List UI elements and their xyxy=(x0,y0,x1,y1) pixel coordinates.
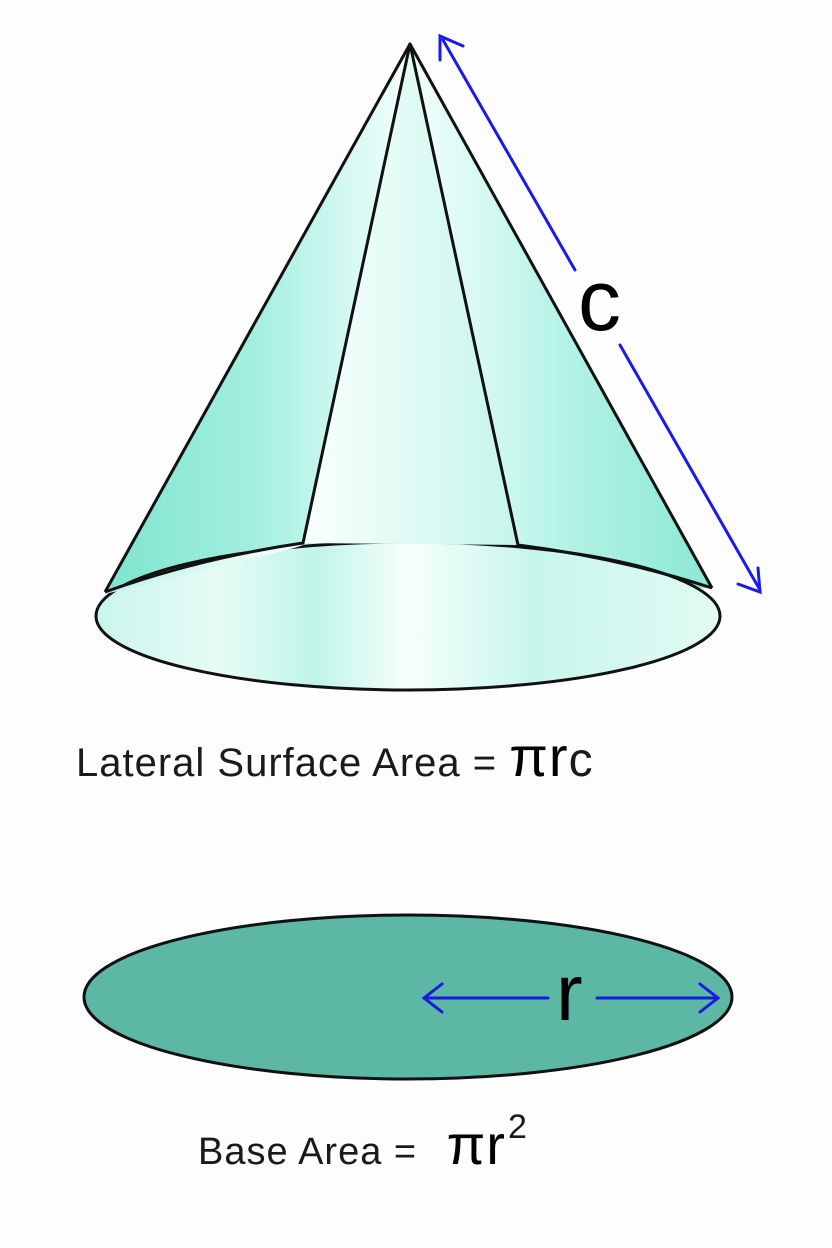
radius-arrow xyxy=(421,982,721,1014)
slant-height-arrow xyxy=(438,33,762,595)
base-area-formula: Base Area = πr2 xyxy=(198,1108,528,1177)
pi-symbol: π xyxy=(509,725,549,788)
cone-cut-outline xyxy=(104,42,713,594)
r-symbol: r xyxy=(548,725,569,788)
cone xyxy=(94,42,722,692)
lateral-formula-text: Lateral Surface Area = xyxy=(76,741,498,785)
cone-cut-strip xyxy=(105,44,518,594)
r-symbol: r xyxy=(486,1113,506,1176)
base-formula-text: Base Area = xyxy=(198,1131,418,1173)
exponent: 2 xyxy=(507,1108,528,1146)
c-symbol: c xyxy=(568,734,594,787)
lateral-surface-area-formula: Lateral Surface Area = πrc xyxy=(76,724,594,789)
base-disk xyxy=(82,913,734,1081)
radius-label: r xyxy=(556,948,583,1037)
pi-symbol: π xyxy=(446,1113,487,1176)
slant-height-label: c xyxy=(578,253,621,349)
